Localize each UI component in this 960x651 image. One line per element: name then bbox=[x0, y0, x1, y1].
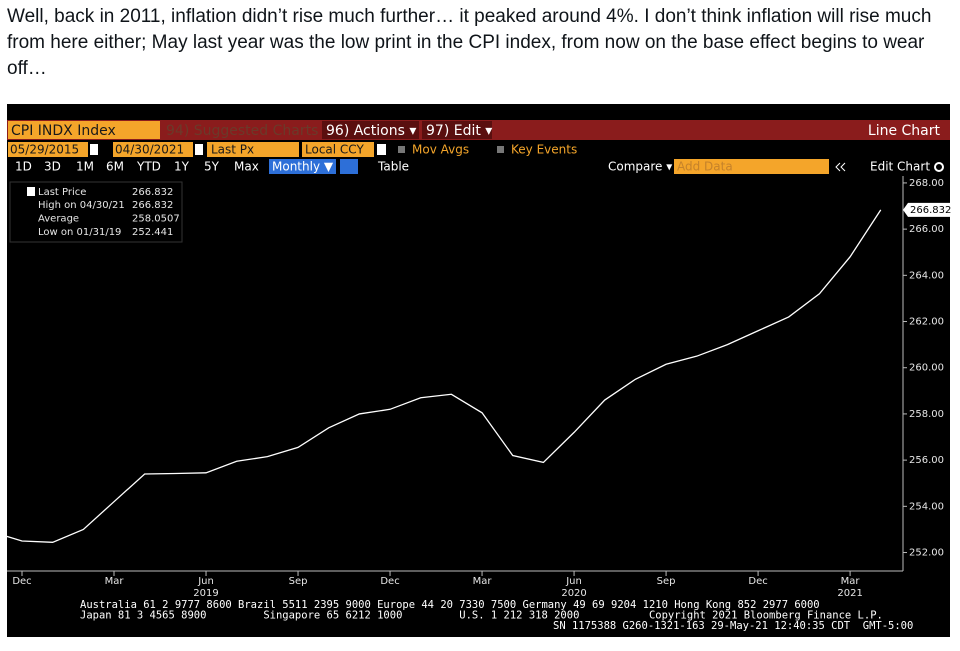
y-tick-label: 264.00 bbox=[909, 270, 944, 281]
start-date[interactable]: 05/29/2015 bbox=[10, 143, 79, 157]
price-line bbox=[7, 209, 882, 543]
legend-stat-value: 258.0507 bbox=[132, 214, 180, 225]
range-button[interactable]: YTD bbox=[136, 160, 161, 174]
range-button[interactable]: 5Y bbox=[204, 160, 220, 174]
calendar-icon[interactable] bbox=[195, 144, 203, 155]
security[interactable]: CPI INDX Index bbox=[11, 123, 116, 139]
legend-stat-label: Low on 01/31/19 bbox=[38, 227, 121, 238]
footer-line: Australia 61 2 9777 8600 Brazil 5511 239… bbox=[80, 599, 820, 611]
x-tick-label: Mar bbox=[841, 576, 861, 587]
x-tick-label: Jun bbox=[565, 576, 582, 587]
frequency[interactable]: Monthly ▼ bbox=[272, 160, 334, 174]
end-date[interactable]: 04/30/2021 bbox=[115, 143, 184, 157]
footer-line: SN 1175388 G260-1321-163 29-May-21 12:40… bbox=[553, 620, 913, 632]
security-box[interactable] bbox=[8, 121, 160, 139]
compare-menu[interactable]: Compare ▾ bbox=[608, 160, 672, 174]
last-value-box bbox=[903, 202, 950, 217]
y-tick-label: 262.00 bbox=[909, 317, 944, 328]
legend-last-value: 266.832 bbox=[132, 187, 173, 198]
actions-menu[interactable]: 96) Actions ▾ bbox=[326, 123, 416, 139]
range-button[interactable]: Max bbox=[234, 160, 259, 174]
legend-swatch bbox=[27, 187, 35, 196]
calendar-icon[interactable] bbox=[90, 144, 98, 155]
legend-series-name: Last Price bbox=[38, 187, 86, 198]
tweet-text: Well, back in 2011, inflation didn’t ris… bbox=[7, 6, 932, 79]
checkbox[interactable] bbox=[497, 146, 504, 153]
chart-style-icon[interactable] bbox=[340, 159, 358, 174]
legend-box bbox=[9, 181, 183, 243]
range-button[interactable]: 1Y bbox=[174, 160, 190, 174]
currency-box[interactable] bbox=[302, 142, 374, 157]
x-tick-label: Mar bbox=[105, 576, 125, 587]
last-value-label: 266.832 bbox=[910, 205, 951, 216]
edit-menu[interactable]: 97) Edit ▾ bbox=[426, 123, 492, 139]
range-button[interactable]: 1D bbox=[15, 160, 32, 174]
x-tick-label: Dec bbox=[380, 576, 399, 587]
y-tick-label: 268.00 bbox=[909, 178, 944, 189]
range-button[interactable]: 6M bbox=[106, 160, 124, 174]
checkbox[interactable] bbox=[398, 146, 405, 153]
x-year-label: 2019 bbox=[193, 588, 218, 599]
legend-stat-value: 266.832 bbox=[132, 200, 173, 211]
y-tick-label: 254.00 bbox=[909, 501, 944, 512]
x-tick-label: Mar bbox=[473, 576, 493, 587]
suggested-charts[interactable]: 94) Suggested Charts bbox=[166, 123, 318, 139]
y-tick-label: 256.00 bbox=[909, 455, 944, 466]
end-date-box[interactable] bbox=[113, 142, 193, 157]
y-tick-label: 258.00 bbox=[909, 409, 944, 420]
x-year-label: 2020 bbox=[561, 588, 586, 599]
legend-stat-label: High on 04/30/21 bbox=[38, 200, 125, 211]
field-box[interactable] bbox=[207, 142, 299, 157]
legend-stat-value: 252.441 bbox=[132, 227, 173, 238]
start-date-box[interactable] bbox=[8, 142, 88, 157]
range-button[interactable]: 3D bbox=[44, 160, 61, 174]
currency[interactable]: Local CCY bbox=[305, 143, 364, 157]
range-button[interactable]: 1M bbox=[76, 160, 94, 174]
field[interactable]: Last Px bbox=[211, 143, 254, 157]
table-button[interactable]: Table bbox=[377, 160, 409, 174]
edit-box[interactable] bbox=[422, 121, 492, 139]
legend-stat-label: Average bbox=[38, 214, 79, 225]
edit-chart[interactable]: Edit Chart bbox=[870, 160, 930, 174]
x-tick-label: Sep bbox=[657, 576, 676, 587]
settings-icon[interactable] bbox=[934, 162, 944, 172]
add-data[interactable]: Add Data bbox=[677, 160, 733, 174]
frequency-box[interactable] bbox=[269, 159, 336, 174]
add-data-box[interactable] bbox=[674, 159, 829, 174]
footer-line: Japan 81 3 4565 8900 Singapore 65 6212 1… bbox=[80, 610, 883, 622]
x-year-label: 2021 bbox=[837, 588, 862, 599]
x-tick-label: Sep bbox=[289, 576, 308, 587]
y-tick-label: 260.00 bbox=[909, 363, 944, 374]
y-tick-label: 252.00 bbox=[909, 548, 944, 559]
key-events[interactable]: Key Events bbox=[511, 143, 577, 157]
dropdown-icon[interactable] bbox=[377, 144, 386, 155]
actions-box[interactable] bbox=[322, 121, 419, 139]
x-tick-label: Dec bbox=[748, 576, 767, 587]
x-tick-label: Dec bbox=[12, 576, 31, 587]
y-tick-label: 266.00 bbox=[909, 224, 944, 235]
x-tick-label: Jun bbox=[197, 576, 214, 587]
chart-type-label: Line Chart bbox=[868, 123, 941, 139]
mov-avgs[interactable]: Mov Avgs bbox=[412, 143, 469, 157]
collapse-icon[interactable] bbox=[835, 162, 846, 172]
